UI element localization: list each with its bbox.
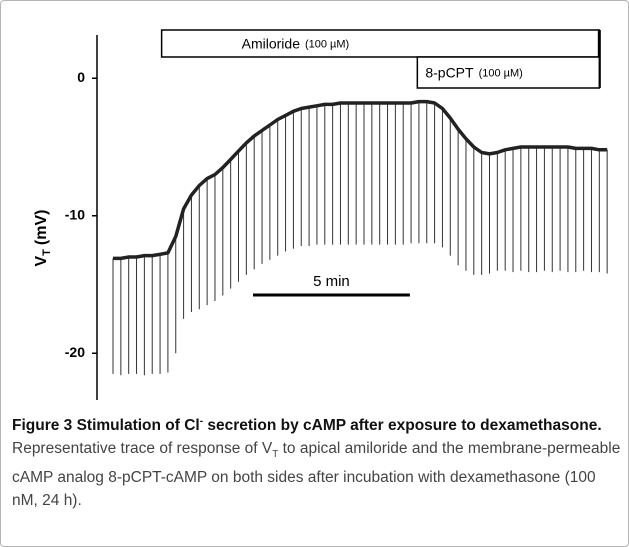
treatment-label: 8-pCPT (100 µM) xyxy=(425,64,522,80)
treatment-dose: (100 µM) xyxy=(479,67,523,79)
y-label-sub: T xyxy=(41,249,53,256)
y-label-unit: (mV) xyxy=(33,210,50,246)
y-tick-label: -10 xyxy=(65,206,85,222)
caption-body-text: Representative trace of response of V xyxy=(12,440,273,458)
treatment-name: 8-pCPT xyxy=(425,64,474,80)
y-label-main: V xyxy=(33,255,50,266)
trace xyxy=(113,99,608,261)
caption-title-sup: - xyxy=(199,416,204,427)
scale-bar-label: 5 min xyxy=(313,273,350,290)
y-axis-label: VT (mV) xyxy=(33,210,53,267)
caption-title-text: secretion by cAMP after exposure to dexa… xyxy=(203,417,602,435)
treatment-bar xyxy=(160,29,601,58)
chart: VT (mV) 0 -10 -20 Amiloride (100 µM) 8-pCPT (10… xyxy=(33,29,608,400)
caption: Figure 3 Stimulation of Cl- secretion by… xyxy=(12,410,622,512)
treatment-name: Amiloride xyxy=(242,35,301,51)
caption-body-sub: T xyxy=(272,449,279,461)
y-tick-label: -20 xyxy=(65,344,85,360)
caption-body: Representative trace of response of VT t… xyxy=(12,440,620,509)
treatment-bar xyxy=(416,56,601,89)
caption-body-text: to apical amiloride and the membrane-per… xyxy=(12,440,621,510)
caption-title-text: Figure 3 Stimulation of Cl xyxy=(12,417,200,435)
caption-title: Figure 3 Stimulation of Cl- secretion by… xyxy=(12,416,602,435)
y-tick-label: 0 xyxy=(77,69,85,85)
treatment-label: Amiloride (100 µM) xyxy=(242,35,350,51)
treatment-dose: (100 µM) xyxy=(305,38,349,50)
